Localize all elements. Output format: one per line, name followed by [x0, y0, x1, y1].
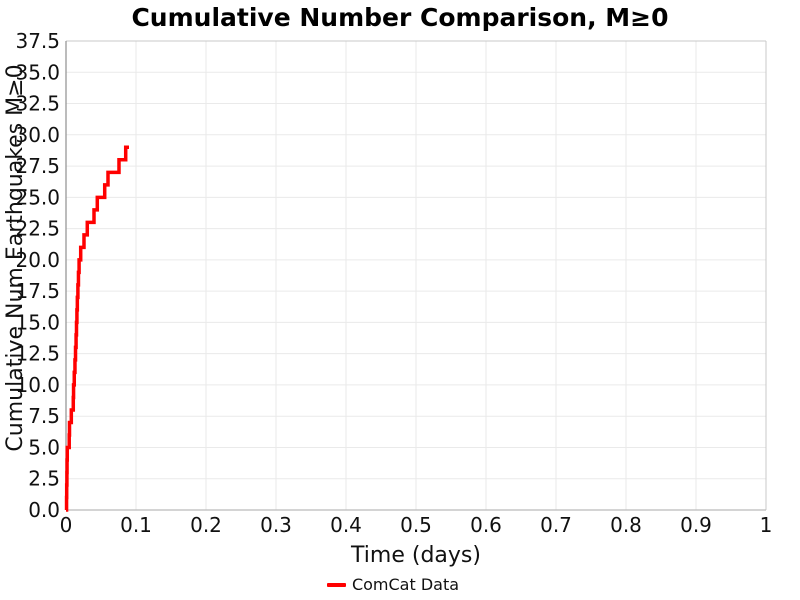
legend: ComCat Data [0, 575, 793, 594]
x-tick-label: 0.2 [190, 513, 222, 537]
y-tick-label: 22.5 [15, 217, 60, 241]
y-tick-label: 37.5 [15, 29, 60, 53]
x-tick-label: 0.3 [260, 513, 292, 537]
y-tick-label: 10.0 [15, 373, 60, 397]
x-tick-label: 0.4 [330, 513, 362, 537]
y-axis-label: Cumulative Num Earthquakes M≥0 [3, 64, 28, 451]
series-comcat-data [64, 145, 129, 512]
x-tick-label: 0.1 [120, 513, 152, 537]
y-tick-label: 17.5 [15, 279, 60, 303]
y-tick-label: 32.5 [15, 92, 60, 116]
y-tick-label: 15.0 [15, 310, 60, 334]
y-tick-label: 2.5 [28, 467, 60, 491]
x-tick-label: 0.8 [610, 513, 642, 537]
x-tick-label: 0.6 [470, 513, 502, 537]
legend-label: ComCat Data [351, 575, 460, 594]
x-tick-label: 0.9 [680, 513, 712, 537]
y-tick-label: 30.0 [15, 123, 60, 147]
y-tick-label: 12.5 [15, 342, 60, 366]
y-tick-label: 0.0 [28, 498, 60, 522]
x-tick-label: 0 [60, 513, 73, 537]
y-tick-label: 7.5 [28, 404, 60, 428]
y-tick-label: 27.5 [15, 154, 60, 178]
legend-line-swatch [326, 582, 346, 587]
x-tick-label: 0.5 [400, 513, 432, 537]
chart-title: Cumulative Number Comparison, M≥0 [131, 3, 669, 32]
x-tick-label: 0.7 [540, 513, 572, 537]
y-tick-label: 35.0 [15, 60, 60, 84]
x-axis-label: Time (days) [351, 543, 481, 568]
y-tick-label: 25.0 [15, 185, 60, 209]
x-tick-label: 1 [760, 513, 773, 537]
y-tick-label: 20.0 [15, 248, 60, 272]
y-tick-label: 5.0 [28, 435, 60, 459]
